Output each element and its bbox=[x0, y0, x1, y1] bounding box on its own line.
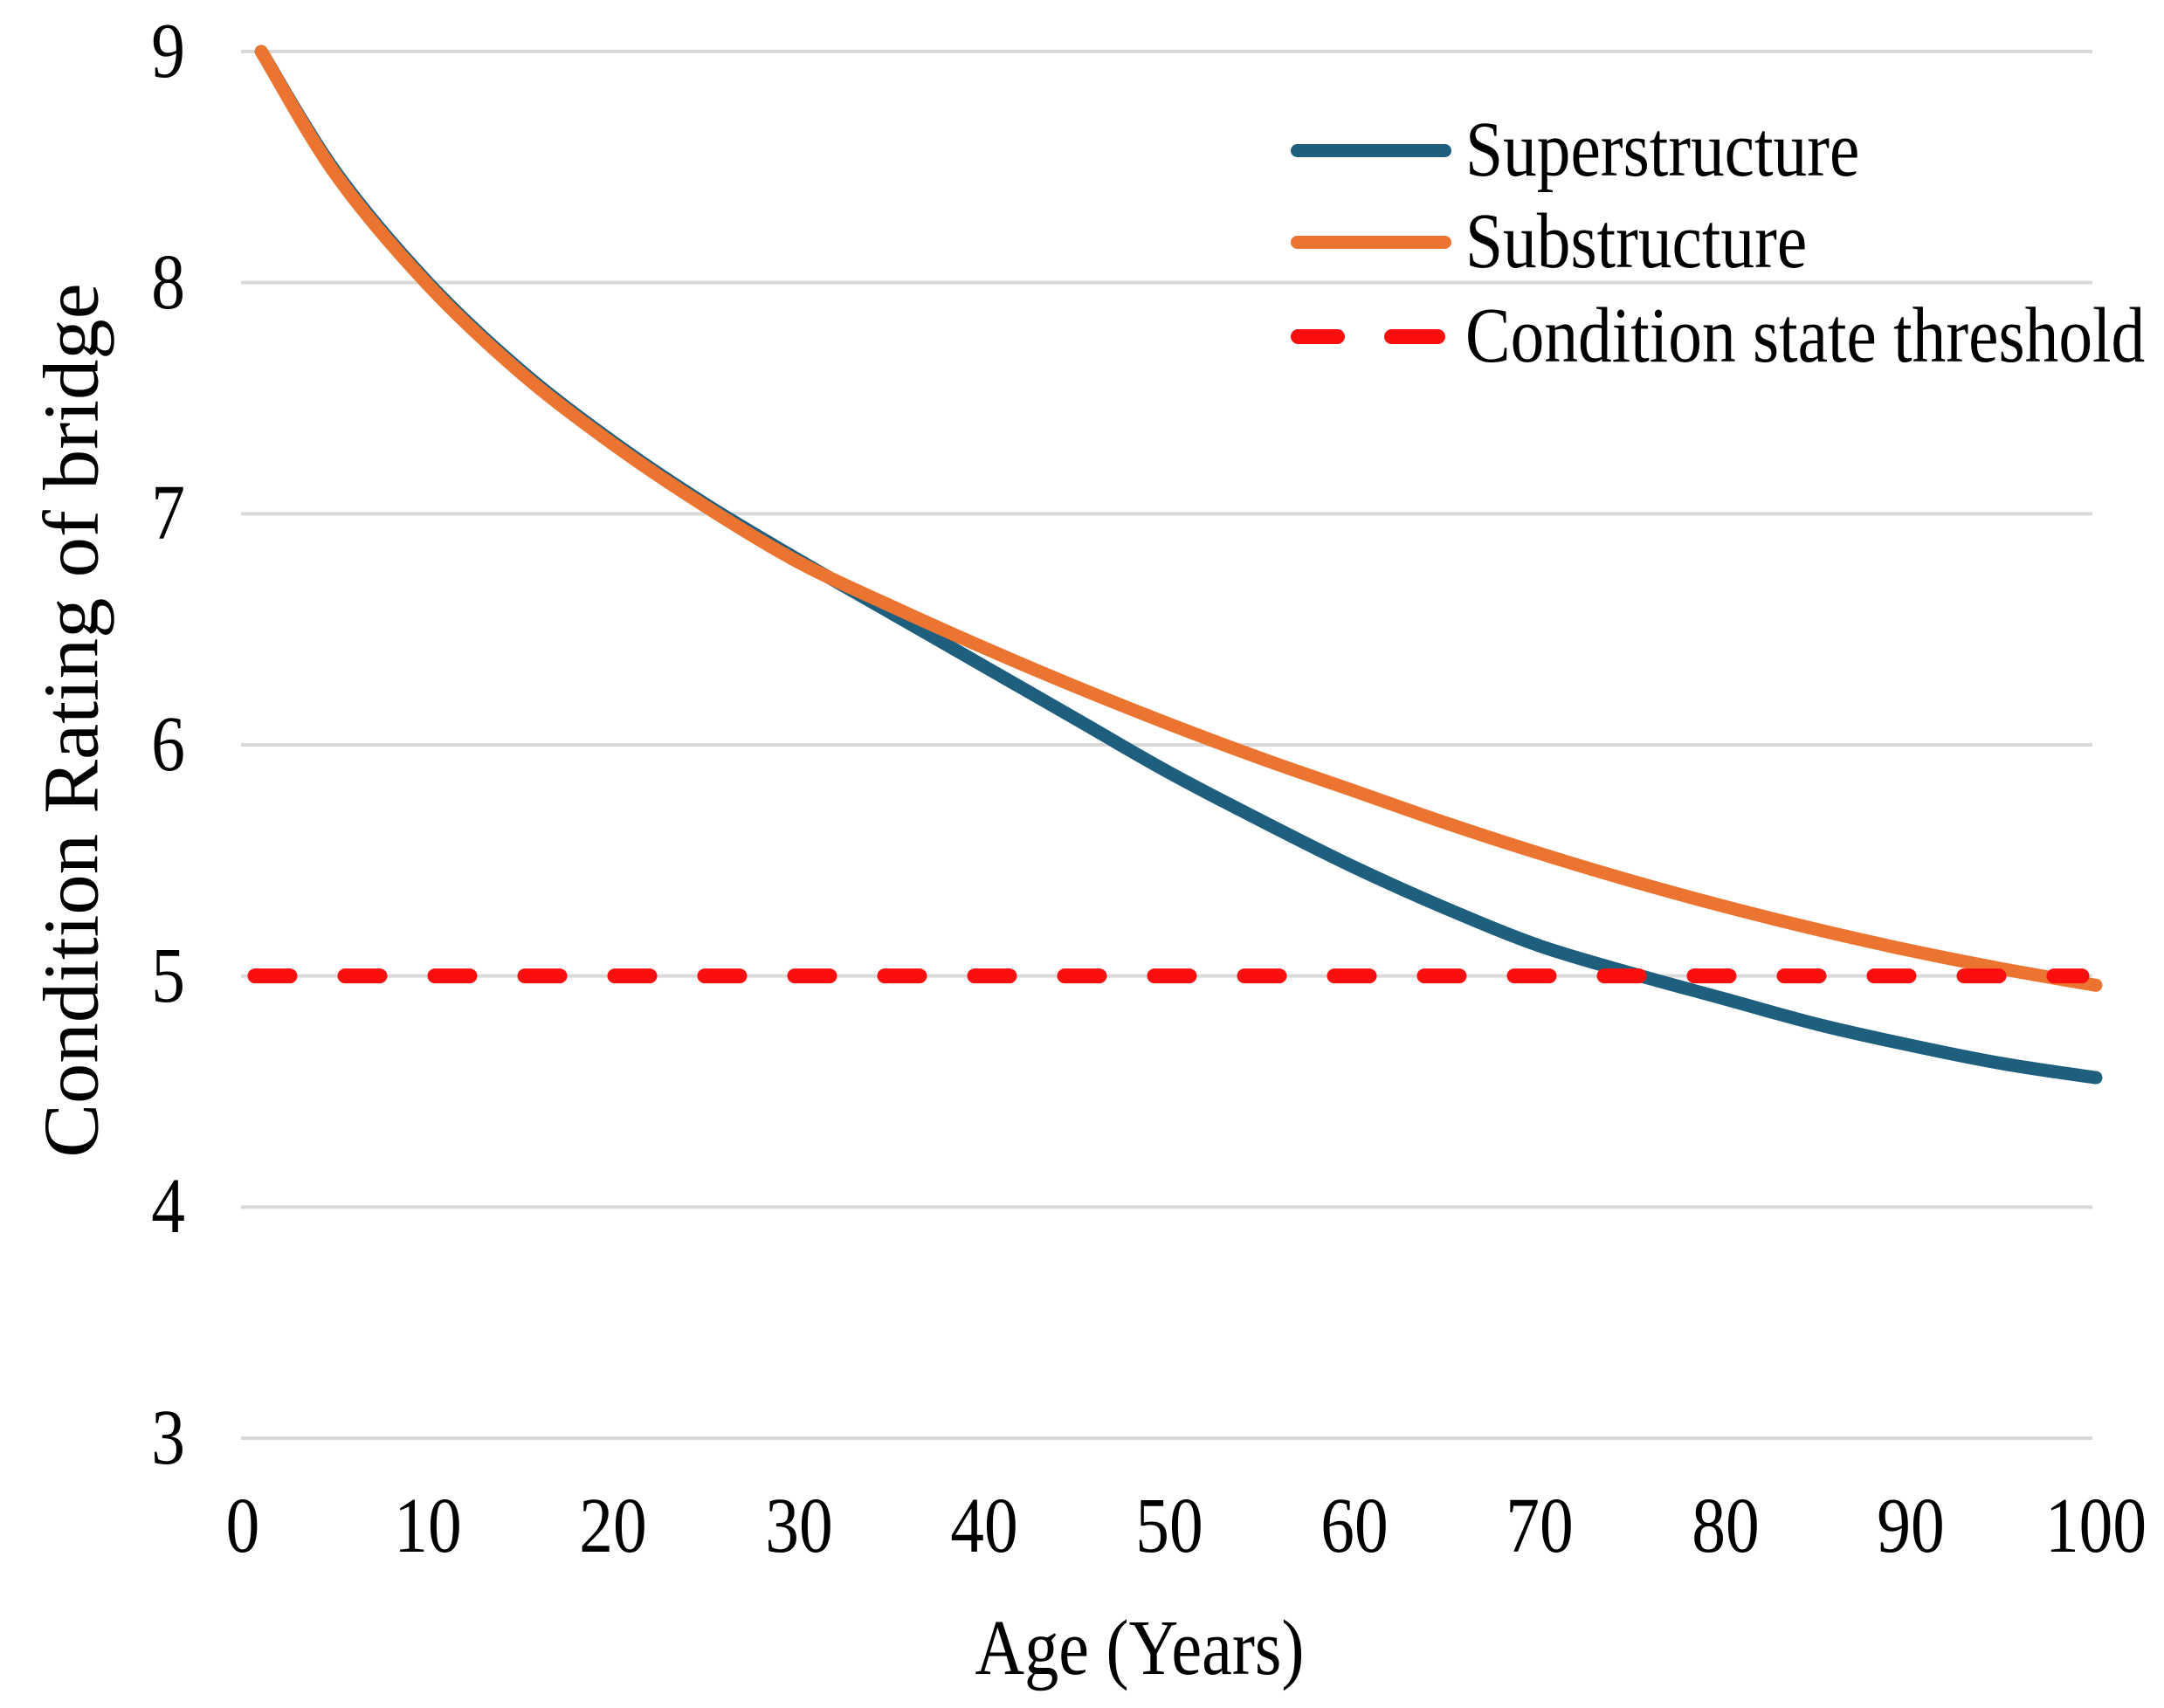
x-tick-label-100: 100 bbox=[2044, 1483, 2147, 1569]
superstructure-line-swatch-icon bbox=[1291, 143, 1451, 157]
legend-item-superstructure: Superstructure bbox=[1291, 102, 1924, 198]
y-tick-label-8: 8 bbox=[151, 238, 185, 326]
x-tick-label-90: 90 bbox=[1877, 1483, 1945, 1569]
x-tick-label-70: 70 bbox=[1506, 1483, 1575, 1569]
x-tick-label-40: 40 bbox=[950, 1483, 1018, 1569]
legend-label-threshold: Condition state threshold bbox=[1465, 293, 2146, 379]
x-tick-label-20: 20 bbox=[579, 1483, 648, 1569]
legend-item-substructure: Substructure bbox=[1291, 194, 1863, 290]
y-tick-label-7: 7 bbox=[151, 470, 185, 557]
x-tick-label-10: 10 bbox=[394, 1483, 462, 1569]
x-axis-title: Age (Years) bbox=[975, 1605, 1305, 1691]
y-tick-label-3: 3 bbox=[151, 1395, 185, 1481]
substructure-line-swatch-icon bbox=[1291, 235, 1451, 249]
y-axis-title: Condition Rating of bridge bbox=[28, 283, 115, 1158]
x-tick-label-80: 80 bbox=[1691, 1483, 1760, 1569]
x-tick-label-0: 0 bbox=[225, 1483, 260, 1569]
y-tick-label-5: 5 bbox=[151, 932, 185, 1019]
y-tick-label-6: 6 bbox=[151, 701, 185, 788]
substructure-line bbox=[254, 45, 2103, 992]
y-tick-label-9: 9 bbox=[151, 8, 185, 94]
legend-label-superstructure: Superstructure bbox=[1465, 107, 1860, 193]
x-tick-label-60: 60 bbox=[1320, 1483, 1389, 1569]
y-tick-label-4: 4 bbox=[151, 1163, 185, 1250]
x-tick-label-30: 30 bbox=[764, 1483, 833, 1569]
x-tick-label-50: 50 bbox=[1135, 1483, 1203, 1569]
legend-label-substructure: Substructure bbox=[1465, 198, 1808, 285]
legend-item-threshold: Condition state threshold bbox=[1291, 288, 2164, 384]
threshold-dashed-swatch-icon bbox=[1291, 328, 1451, 344]
